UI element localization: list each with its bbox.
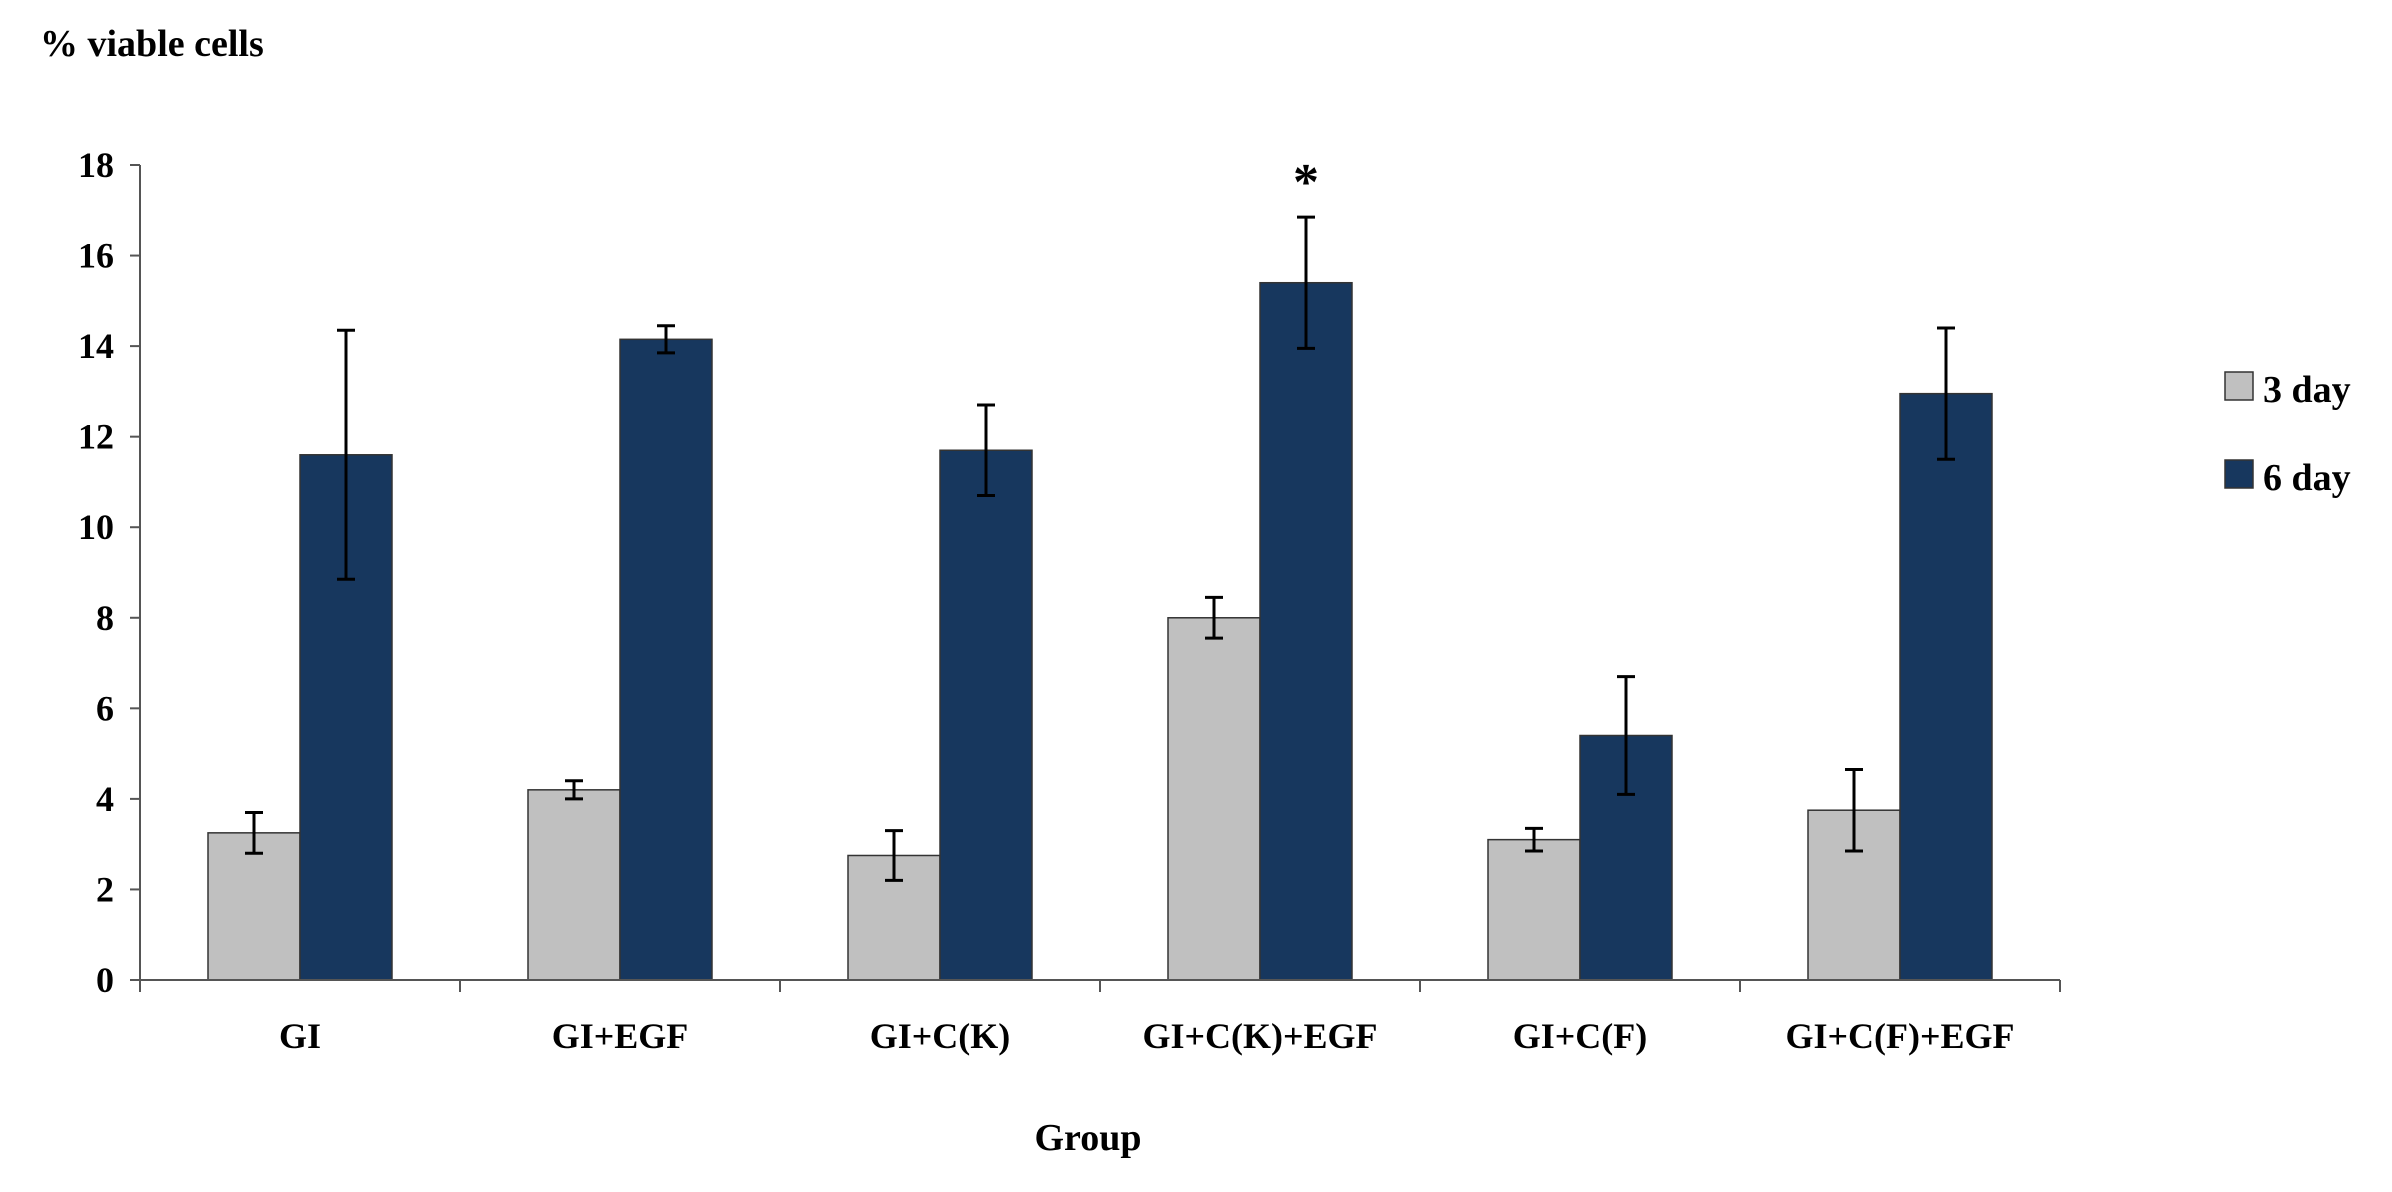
bar-6-day-GI+EGF [619,338,713,981]
category-label: GI+C(F) [1513,1016,1648,1056]
axis-labels: 0 2 4 6 8 10 12 14 16 18 GI GI+EGF GI+C(K) GI+C(K)+EG… [78,145,2015,1056]
y-tick-label: 18 [78,145,114,185]
category-label: GI+C(F)+EGF [1785,1016,2014,1056]
category-label: GI+EGF [552,1016,689,1056]
bar-6-day-GI+C(K)+EGF [1259,281,1353,981]
legend-swatch-3-day [2224,371,2254,401]
category-label: GI [279,1016,321,1056]
legend-label: 3 day [2263,369,2351,411]
y-tick-label: 12 [78,417,114,457]
bars [207,215,1993,981]
bar-3-day-GI+C(F) [1487,838,1581,981]
y-tick-label: 14 [78,326,114,366]
y-axis-title: % viable cells [40,23,264,65]
legend: 3 day 6 day [2224,369,2351,499]
bar-6-day-GI+C(F)+EGF [1899,392,1993,981]
y-tick-label: 0 [96,960,114,1000]
legend-swatch-6-day [2224,459,2254,489]
y-tick-label: 4 [96,779,114,819]
y-tick-label: 10 [78,507,114,547]
category-label: GI+C(K)+EGF [1142,1016,1377,1056]
bar-3-day-GI+C(K)+EGF [1167,617,1261,981]
y-tick-label: 8 [96,598,114,638]
category-label: GI+C(K) [870,1016,1011,1056]
y-tick-label: 16 [78,236,114,276]
significance-marker: * [1293,154,1319,211]
bar-6-day-GI+C(K) [939,449,1033,981]
x-axis-title: Group [1034,1117,1141,1159]
y-tick-label: 2 [96,869,114,909]
legend-label: 6 day [2263,457,2351,499]
y-tick-label: 6 [96,688,114,728]
bar-3-day-GI+EGF [527,789,621,981]
bar-3-day-GI [207,832,301,981]
axes [130,164,2061,992]
